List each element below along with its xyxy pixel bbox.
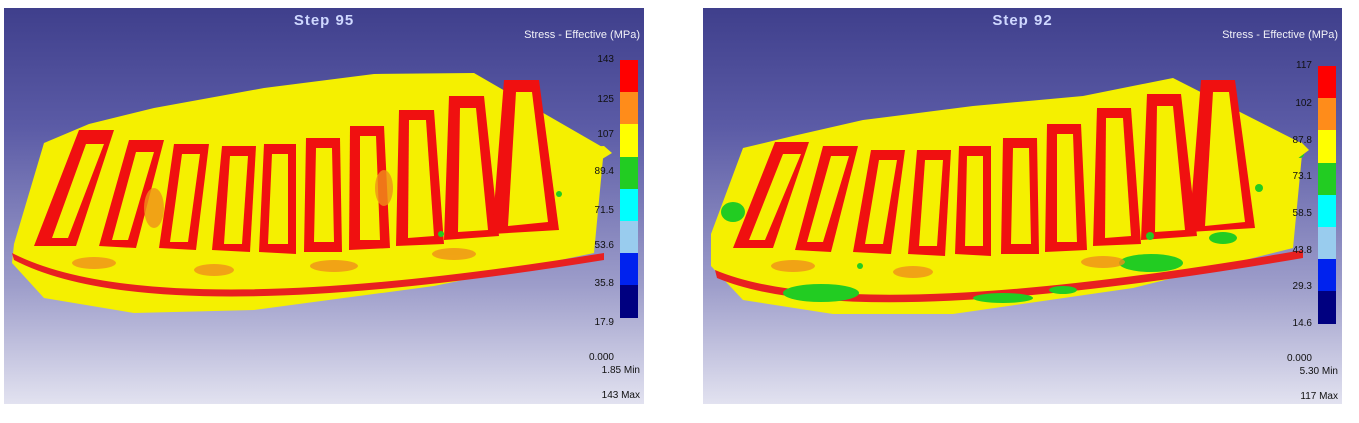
- min-value-label: 1.85 Min: [601, 365, 640, 376]
- legend-title: Stress - Effective (MPa): [524, 29, 640, 41]
- max-value-label: 143 Max: [601, 390, 640, 401]
- gear-segment-render: [711, 78, 1309, 314]
- legend-tick: 89.4: [594, 166, 614, 177]
- legend-tick: 14.6: [1292, 318, 1312, 329]
- legend-tick: 35.8: [594, 278, 614, 289]
- legend-tick: 58.5: [1292, 208, 1312, 219]
- stress-plot-panel-step-95: Step 95 Stress - Effective (MPa) 143 125…: [4, 8, 644, 404]
- color-legend-bar: [620, 60, 638, 318]
- legend-title: Stress - Effective (MPa): [1222, 29, 1338, 41]
- legend-tick: 0.000: [1286, 353, 1312, 364]
- step-label: Step 95: [293, 12, 355, 29]
- min-value-label: 5.30 Min: [1299, 366, 1338, 377]
- legend-tick: 53.6: [594, 240, 614, 251]
- legend-tick: 0.000: [588, 352, 614, 363]
- legend-tick: 17.9: [594, 317, 614, 328]
- legend-tick: 117: [1296, 60, 1312, 71]
- max-value-label: 117 Max: [1300, 391, 1338, 402]
- legend-tick: 43.8: [1292, 245, 1312, 256]
- step-label: Step 92: [992, 12, 1053, 29]
- legend-tick: 102: [1295, 98, 1312, 109]
- stress-plot-panel-step-92: Step 92 Stress - Effective (MPa) 117 102…: [703, 8, 1342, 404]
- legend-tick: 143: [597, 54, 614, 65]
- legend-tick: 29.3: [1292, 281, 1312, 292]
- legend-tick: 107: [597, 129, 614, 140]
- gear-segment-render: [12, 73, 612, 313]
- legend-tick: 125: [597, 94, 614, 105]
- legend-tick: 87.8: [1292, 135, 1312, 146]
- legend-tick: 71.5: [594, 205, 614, 216]
- color-legend-bar: [1318, 66, 1336, 324]
- legend-tick: 73.1: [1292, 171, 1312, 182]
